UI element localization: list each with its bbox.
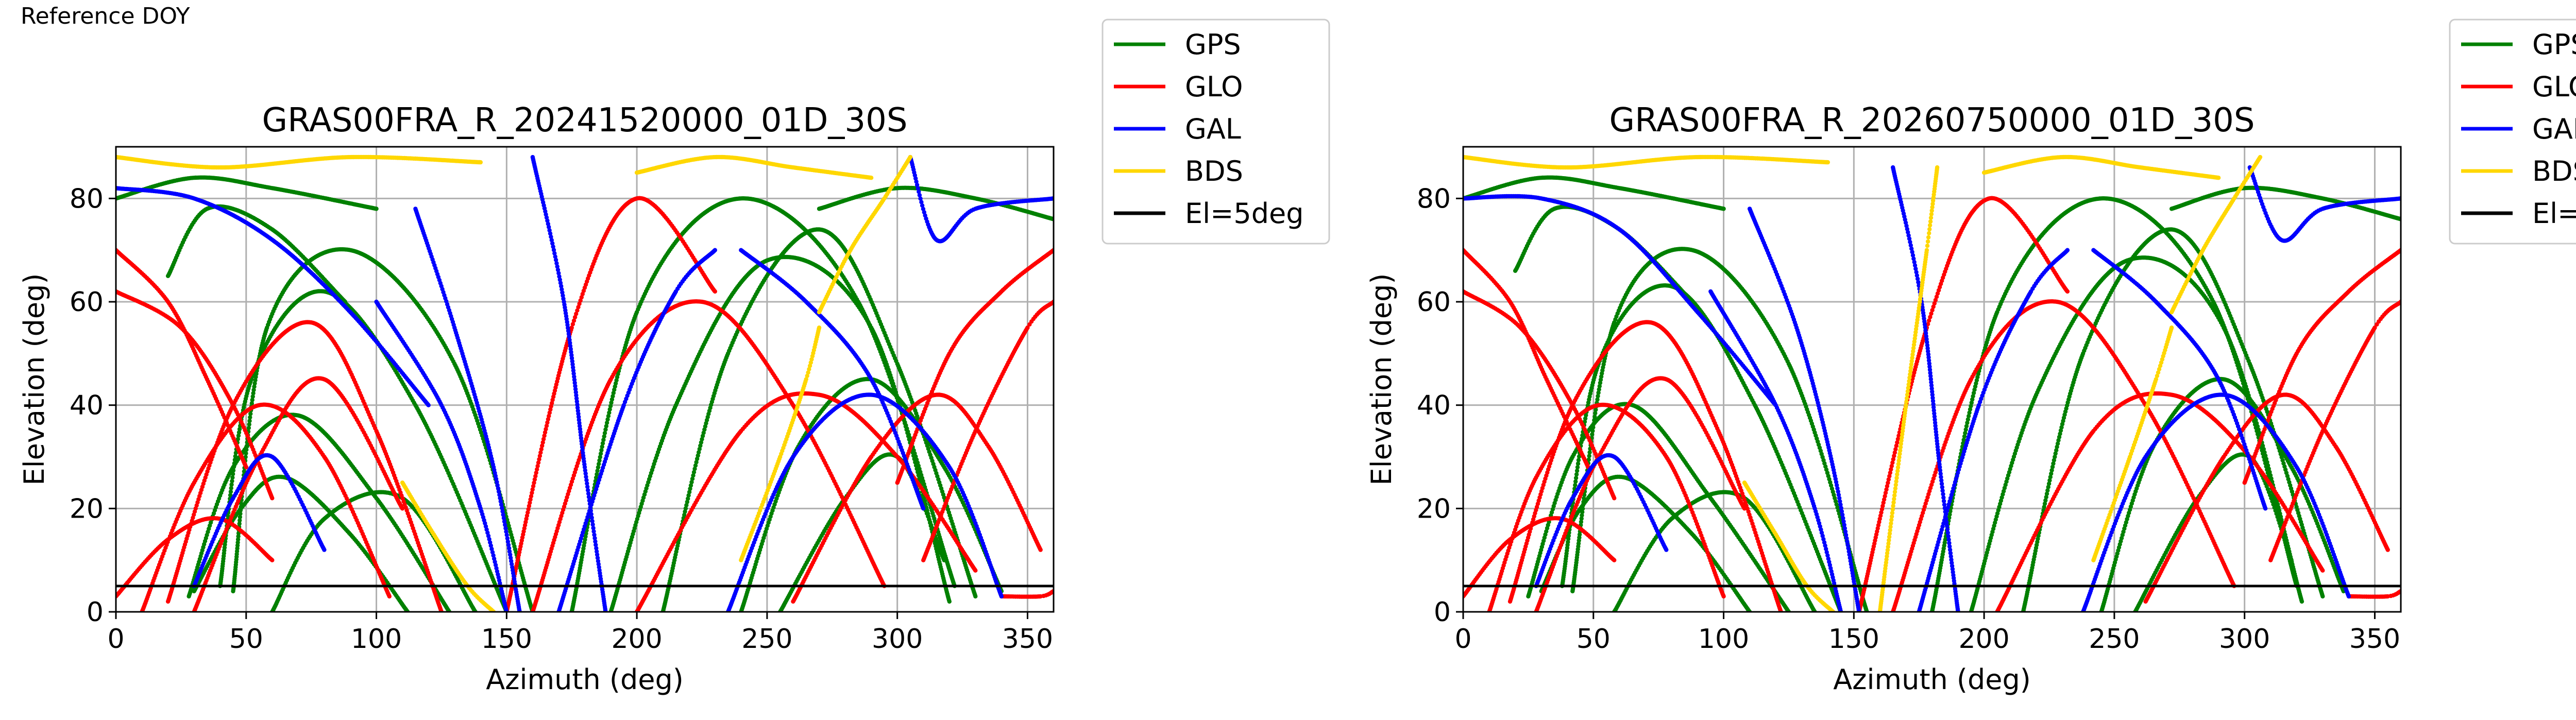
data-point	[683, 506, 688, 511]
data-point	[690, 476, 695, 481]
data-point	[686, 496, 690, 501]
series-gps-track	[817, 185, 1054, 221]
data-point	[246, 425, 251, 431]
data-point	[699, 440, 704, 445]
data-point	[228, 489, 233, 494]
data-point	[243, 455, 248, 459]
data-point	[235, 537, 241, 542]
data-point	[693, 463, 698, 468]
data-point	[232, 461, 237, 466]
data-point	[694, 456, 700, 461]
series-gps-track	[608, 254, 952, 612]
data-point	[247, 422, 251, 427]
data-point	[270, 558, 275, 562]
data-point	[698, 443, 703, 448]
data-point	[236, 430, 242, 435]
series-glo-track	[895, 248, 1054, 485]
data-point	[973, 568, 978, 573]
data-point	[230, 475, 235, 480]
data-point	[697, 447, 702, 451]
data-point	[686, 493, 691, 498]
data-point	[270, 496, 275, 501]
data-point	[691, 473, 696, 478]
data-point	[684, 503, 689, 508]
data-point	[682, 512, 687, 517]
data-point	[244, 443, 249, 449]
data-point	[230, 472, 235, 476]
data-point	[233, 454, 238, 459]
data-point	[252, 384, 257, 389]
data-point	[238, 515, 242, 520]
data-point	[249, 401, 254, 406]
series-glo-track	[116, 248, 248, 470]
data-point	[250, 398, 255, 402]
series-gps-track	[165, 204, 348, 304]
data-point	[235, 437, 240, 441]
data-point	[1038, 547, 1043, 552]
data-point	[696, 453, 700, 458]
data-point	[236, 534, 241, 539]
data-point	[248, 415, 252, 420]
data-point	[685, 500, 690, 504]
data-point	[688, 486, 692, 491]
reference-doy-label: Reference DOY	[21, 3, 190, 29]
data-point	[947, 599, 952, 604]
data-point	[238, 518, 242, 523]
data-point	[231, 468, 236, 473]
data-point	[253, 378, 258, 383]
data-point	[244, 451, 248, 456]
data-point	[237, 427, 242, 432]
data-point	[694, 460, 699, 465]
data-point	[229, 482, 234, 487]
data-point	[400, 506, 405, 511]
plot-area	[116, 155, 1054, 612]
data-point	[233, 451, 238, 455]
data-point	[692, 467, 697, 471]
data-point	[252, 381, 257, 386]
chart-panel-1: 0 50 100 150 200 250 300 350020406080GRAS00FRA_…	[18, 19, 1330, 696]
data-point	[242, 469, 247, 474]
data-point	[236, 433, 241, 438]
data-point	[942, 558, 946, 562]
data-point	[229, 486, 233, 490]
data-point	[231, 465, 236, 469]
data-point	[691, 470, 697, 474]
data-point	[248, 412, 253, 416]
data-point	[683, 509, 687, 514]
data-point	[251, 387, 256, 392]
data-point	[687, 490, 692, 494]
data-point	[244, 448, 249, 452]
data-point	[689, 479, 694, 485]
data-point	[226, 513, 230, 518]
data-point	[251, 391, 256, 396]
data-point	[232, 457, 237, 462]
data-point	[688, 483, 693, 488]
data-point	[230, 478, 234, 484]
data-point	[374, 207, 379, 211]
series-gps	[116, 175, 1054, 612]
data-point	[387, 594, 392, 599]
data-point	[973, 594, 978, 599]
series-glo-track	[921, 299, 1054, 562]
data-point	[237, 521, 242, 526]
data-point	[247, 419, 252, 423]
data-point	[228, 493, 233, 498]
data-point	[697, 450, 701, 455]
data-point	[700, 437, 704, 441]
data-point	[250, 394, 255, 399]
